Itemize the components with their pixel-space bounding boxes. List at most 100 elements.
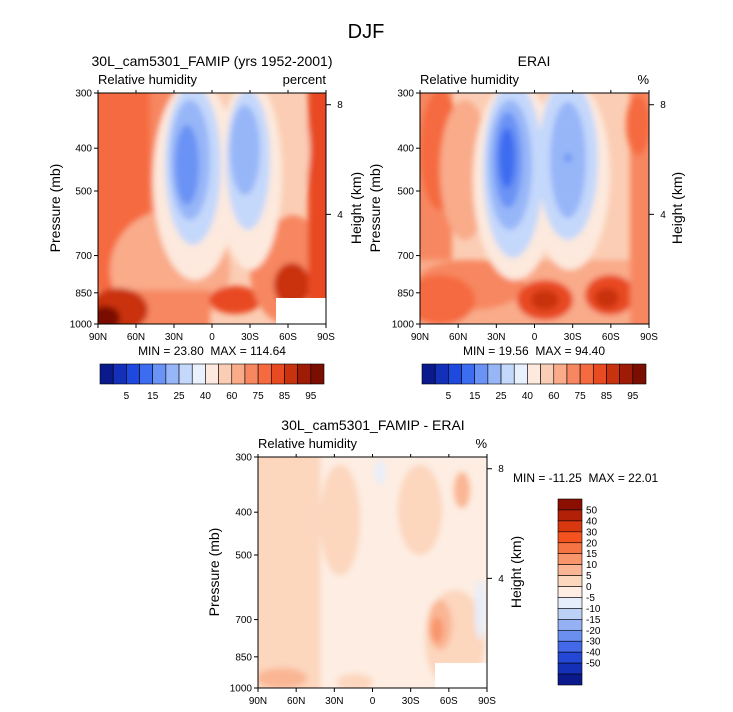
x-ticks: 90N 60N 30N 0 30S 60S 90S — [249, 454, 496, 707]
colorbar-label: 95 — [627, 391, 639, 402]
y-tick-label: 400 — [75, 144, 92, 155]
colorbar-swatch — [152, 363, 167, 385]
y-tick-label: 1000 — [392, 320, 415, 331]
panel-obs: ERAI Relative humidity % — [367, 53, 685, 402]
x-tick-label: 30N — [325, 696, 343, 707]
right-label: % — [637, 72, 649, 87]
min-max-stats: MIN = 19.56 MAX = 94.40 — [463, 344, 605, 358]
y-tick-label: 700 — [235, 615, 252, 626]
colorbar-swatch — [553, 363, 568, 385]
colorbar-swatch — [579, 363, 594, 385]
y-tick-label: 500 — [75, 187, 92, 198]
x-tick-label: 60N — [287, 696, 305, 707]
y-axis-label: Pressure (mb) — [47, 164, 63, 253]
colorbar-label: 15 — [586, 549, 598, 560]
colorbar-label: 75 — [253, 391, 265, 402]
x-tick-label: 90S — [478, 696, 496, 707]
colorbar-label: 40 — [200, 391, 212, 402]
left-label: Relative humidity — [258, 436, 357, 451]
figure-title: DJF — [348, 21, 385, 43]
colorbar-label: 50 — [586, 505, 598, 516]
colorbar-label: -20 — [586, 626, 601, 637]
panel-title: 30L_cam5301_FAMIP - ERAI — [281, 417, 464, 433]
colorbar-swatch — [557, 640, 583, 653]
colorbar-swatch — [513, 363, 528, 385]
contour-field — [98, 93, 326, 324]
x-tick-label: 30S — [241, 332, 259, 343]
colorbar-label: -5 — [586, 593, 595, 604]
colorbar-swatch — [619, 363, 634, 385]
x-tick-label: 0 — [532, 332, 538, 343]
colorbar-label: -30 — [586, 637, 601, 648]
colorbar-label: 15 — [147, 391, 159, 402]
colorbar-swatch — [487, 363, 502, 385]
x-tick-label: 0 — [209, 332, 215, 343]
x-tick-label: 60N — [127, 332, 145, 343]
colorbar-label: -10 — [586, 604, 601, 615]
x-tick-label: 60S — [602, 332, 620, 343]
y-tick-label: 700 — [397, 251, 414, 262]
x-tick-label: 90S — [317, 332, 335, 343]
contour-field — [420, 93, 649, 324]
y-tick-label: 300 — [235, 453, 252, 464]
colorbar-swatch — [434, 363, 449, 385]
colorbar-label: 40 — [522, 391, 534, 402]
colorbar-swatch — [557, 542, 583, 555]
colorbar-swatch — [557, 608, 583, 620]
y2-ticks: 84 — [487, 464, 504, 585]
y2-axis-label: Height (km) — [508, 536, 524, 608]
left-label: Relative humidity — [98, 72, 197, 87]
colorbar-swatch — [257, 363, 272, 385]
colorbar-swatch — [557, 575, 583, 587]
colorbar-label: 60 — [226, 391, 238, 402]
colorbar-label: 30 — [586, 527, 598, 538]
colorbar-swatch — [218, 363, 233, 385]
x-tick-label: 90N — [249, 696, 267, 707]
colorbar-label: -40 — [586, 648, 601, 659]
colorbar-label: 25 — [495, 391, 507, 402]
y-tick-label: 700 — [75, 251, 92, 262]
x-tick-label: 60S — [440, 696, 458, 707]
y2-tick-label: 4 — [660, 210, 666, 221]
colorbar-swatch — [592, 363, 607, 385]
colorbar-label: 0 — [586, 582, 592, 593]
min-max-stats: MIN = 23.80 MAX = 114.64 — [138, 344, 286, 358]
colorbar-swatch — [178, 363, 193, 385]
y2-tick-label: 8 — [660, 100, 666, 111]
y2-tick-label: 4 — [498, 574, 504, 585]
colorbar-swatch — [448, 363, 462, 385]
colorbar-swatch — [557, 498, 583, 511]
colorbar-swatch — [126, 363, 140, 385]
y-tick-label: 850 — [235, 652, 252, 663]
colorbar-swatch — [99, 363, 114, 385]
colorbar-model: 5 15 25 40 60 75 85 95 — [99, 363, 325, 402]
y2-axis-label: Height (km) — [669, 172, 685, 244]
colorbar-label: 95 — [305, 391, 317, 402]
panel-model: 30L_cam5301_FAMIP (yrs 1952-2001) Relati… — [47, 53, 364, 402]
x-tick-label: 90N — [89, 332, 107, 343]
colorbar-label: 10 — [586, 560, 598, 571]
x-tick-label: 30S — [402, 696, 420, 707]
y-tick-label: 400 — [397, 144, 414, 155]
colorbar-swatch — [557, 673, 583, 686]
colorbar-label: 60 — [548, 391, 560, 402]
y2-ticks: 84 — [649, 100, 666, 221]
colorbar-label: 75 — [575, 391, 587, 402]
x-tick-label: 30N — [165, 332, 183, 343]
panel-title: ERAI — [518, 53, 551, 69]
colorbar-swatch — [540, 363, 555, 385]
colorbar-obs: 5 15 25 40 60 75 85 95 — [421, 363, 647, 402]
colorbar-swatch — [112, 363, 127, 385]
colorbar-swatch — [231, 363, 246, 385]
colorbar-swatch — [632, 363, 647, 385]
colorbar-label: 40 — [586, 516, 598, 527]
right-label: % — [475, 436, 487, 451]
colorbar-swatch — [557, 509, 583, 522]
colorbar-swatch — [270, 363, 285, 385]
panel-title: 30L_cam5301_FAMIP (yrs 1952-2001) — [92, 53, 333, 69]
colorbar-swatch — [527, 363, 541, 385]
colorbar-swatch — [557, 586, 583, 598]
y-tick-label: 500 — [235, 551, 252, 562]
